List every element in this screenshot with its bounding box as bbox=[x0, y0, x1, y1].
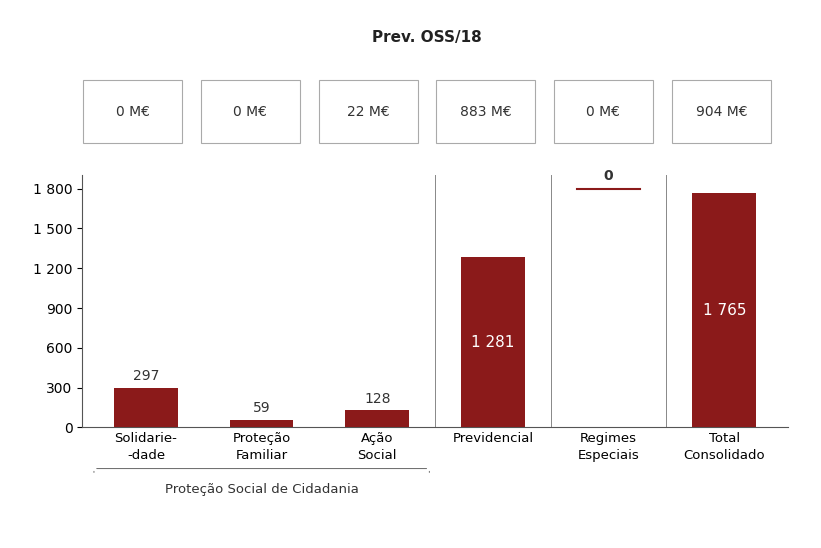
Text: 22 M€: 22 M€ bbox=[347, 105, 390, 119]
Text: 0 M€: 0 M€ bbox=[233, 105, 268, 119]
Bar bbox=[346, 410, 409, 427]
Text: 883 M€: 883 M€ bbox=[460, 105, 511, 119]
Text: 0: 0 bbox=[603, 169, 613, 182]
Text: Prev. OSS/18: Prev. OSS/18 bbox=[372, 30, 482, 45]
FancyBboxPatch shape bbox=[672, 80, 771, 143]
Text: 1 281: 1 281 bbox=[471, 335, 515, 350]
Text: 904 M€: 904 M€ bbox=[695, 105, 747, 119]
FancyBboxPatch shape bbox=[319, 80, 418, 143]
FancyBboxPatch shape bbox=[436, 80, 535, 143]
Bar bbox=[461, 258, 525, 427]
Text: 297: 297 bbox=[133, 369, 159, 384]
Bar bbox=[230, 420, 293, 427]
Text: Proteção Social de Cidadania: Proteção Social de Cidadania bbox=[165, 483, 359, 496]
FancyBboxPatch shape bbox=[83, 80, 182, 143]
Text: 128: 128 bbox=[364, 392, 391, 406]
FancyBboxPatch shape bbox=[201, 80, 300, 143]
Text: 0 M€: 0 M€ bbox=[586, 105, 621, 119]
Text: 59: 59 bbox=[253, 401, 270, 415]
Bar bbox=[114, 388, 178, 427]
FancyBboxPatch shape bbox=[554, 80, 653, 143]
Text: 1 765: 1 765 bbox=[703, 303, 746, 318]
Text: 0 M€: 0 M€ bbox=[116, 105, 149, 119]
Bar bbox=[692, 193, 756, 427]
